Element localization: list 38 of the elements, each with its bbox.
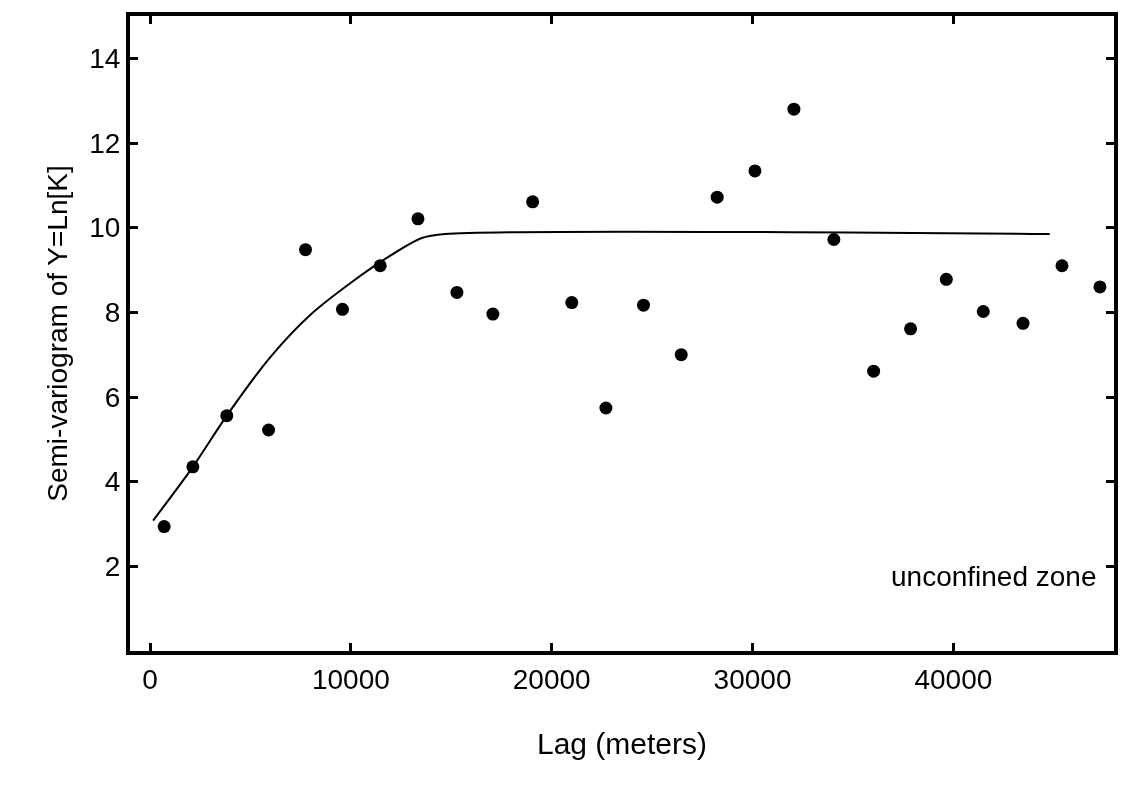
- point: [599, 401, 613, 415]
- point: [674, 348, 688, 362]
- point: [565, 296, 579, 310]
- y-tick-label: 10: [89, 212, 121, 244]
- point: [526, 195, 540, 209]
- x-tick-label: 40000: [914, 663, 993, 695]
- y-tick-label: 12: [89, 127, 121, 159]
- point: [904, 322, 918, 336]
- point: [1055, 259, 1069, 273]
- x-tick-label: 30000: [713, 663, 792, 695]
- point: [827, 233, 841, 247]
- point: [867, 364, 881, 378]
- point: [939, 272, 953, 286]
- annotation: unconfined zone: [891, 561, 1097, 592]
- point: [299, 243, 313, 257]
- point: [748, 164, 762, 178]
- x-tick-label: 20000: [512, 663, 591, 695]
- point: [411, 212, 425, 226]
- point: [1016, 316, 1030, 330]
- y-tick-label: 8: [104, 297, 121, 329]
- x-tick-label: 10000: [311, 663, 390, 695]
- y-axis-title: Semi-variogram of Y=Ln[K]: [42, 165, 74, 502]
- point: [486, 307, 500, 321]
- y-tick-label: 6: [104, 381, 121, 413]
- point: [787, 102, 801, 116]
- y-tick-label: 2: [104, 551, 121, 583]
- point: [450, 285, 464, 299]
- y-tick-label: 14: [89, 43, 121, 75]
- point: [1093, 280, 1107, 294]
- point: [976, 304, 990, 318]
- x-axis-title: Lag (meters): [536, 726, 708, 760]
- point: [710, 190, 724, 204]
- point: [157, 520, 171, 534]
- y-tick-label: 4: [104, 466, 121, 498]
- point: [637, 298, 650, 312]
- x-tick-label: 0: [142, 663, 158, 695]
- point: [262, 423, 276, 437]
- point: [335, 302, 349, 316]
